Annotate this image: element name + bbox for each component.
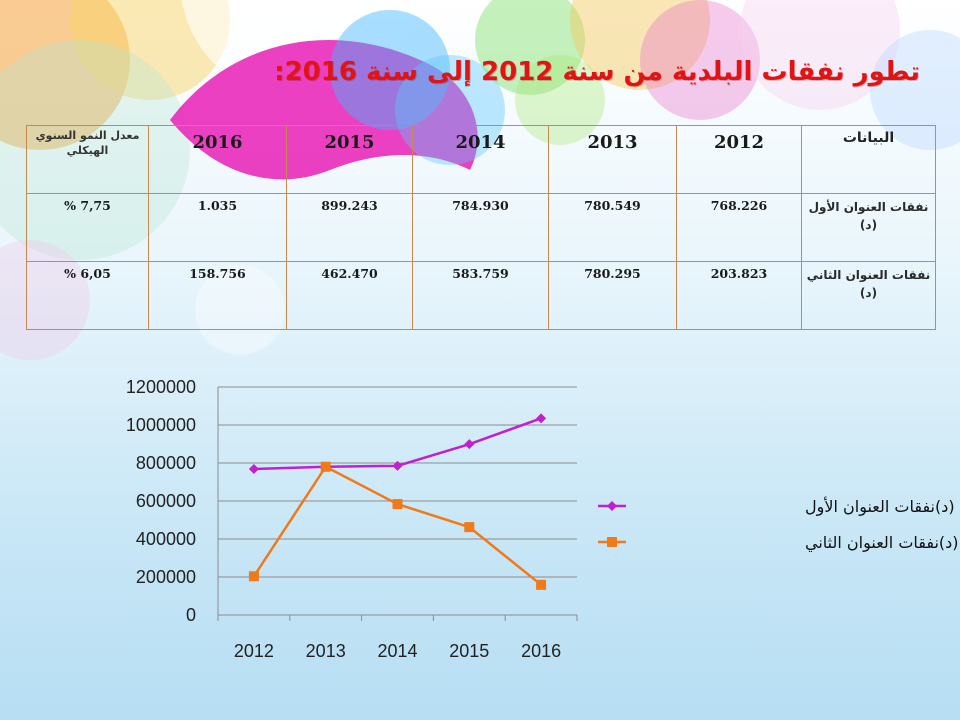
y-axis-labels: 0 200000 400000 600000 800000 1000000 1200000 xyxy=(126,377,196,625)
series-line xyxy=(252,465,542,586)
data-point xyxy=(464,439,475,450)
line-chart: 020000040000060000080000010000001200000 … xyxy=(126,377,959,661)
y-tick-label: 800000 xyxy=(136,453,196,473)
data-point xyxy=(320,461,331,472)
year-header-2014: 2014 xyxy=(412,125,549,194)
legend-marker xyxy=(607,537,617,547)
rate-cell: % 6,05 xyxy=(26,261,149,330)
x-tick-label: 2016 xyxy=(521,641,561,661)
value-cell: 780.549 xyxy=(548,193,677,262)
value-cell: 158.756 xyxy=(148,261,287,330)
year-header-2013: 2013 xyxy=(548,125,677,194)
x-tick-label: 2014 xyxy=(377,641,417,661)
x-tick-label: 2012 xyxy=(234,641,274,661)
value-cell: 583.759 xyxy=(412,261,549,330)
year-header-2012: 2012 xyxy=(676,125,802,194)
y-tick-label: 1000000 xyxy=(126,415,196,435)
table-row: % 7,75 1.035 899.243 784.930 780.549 768… xyxy=(26,193,936,262)
legend-marker xyxy=(607,501,617,511)
table-header-row: معدل النمو السنوي الهيكلي 2016 2015 2014… xyxy=(26,125,936,194)
data-point xyxy=(392,499,403,510)
rate-header: معدل النمو السنوي الهيكلي xyxy=(26,125,149,194)
data-point xyxy=(536,579,547,590)
value-cell: 462.470 xyxy=(286,261,413,330)
data-point xyxy=(536,413,547,424)
y-tick-label: 400000 xyxy=(136,529,196,549)
value-cell: 899.243 xyxy=(286,193,413,262)
x-tick-label: 2015 xyxy=(449,641,489,661)
value-cell: 203.823 xyxy=(676,261,802,330)
y-tick-label: 0 xyxy=(186,605,196,625)
data-point xyxy=(392,460,403,471)
row-label: نفقات العنوان الأول (د) xyxy=(801,193,936,262)
data-header: البيانات xyxy=(801,125,936,194)
year-header-2016: 2016 xyxy=(148,125,287,194)
row-label: نفقات العنوان الثاني (د) xyxy=(801,261,936,330)
value-cell: 780.295 xyxy=(548,261,677,330)
page-title: تطور نفقات البلدية من سنة 2012 إلى سنة 2… xyxy=(274,57,920,87)
value-cell: 784.930 xyxy=(412,193,549,262)
data-point xyxy=(464,522,475,533)
y-tick-label: 1200000 xyxy=(126,377,196,397)
legend-label: (د)نفقات العنوان الثاني xyxy=(805,533,959,553)
chart-axes xyxy=(217,387,578,621)
value-cell: 1.035 xyxy=(148,193,287,262)
chart-legend: (د)نفقات العنوان الأول (د)نفقات العنوان ا… xyxy=(598,496,959,553)
y-tick-label: 200000 xyxy=(136,567,196,587)
y-tick-label: 600000 xyxy=(136,491,196,511)
legend-label: (د)نفقات العنوان الأول xyxy=(805,496,955,517)
table-row: % 6,05 158.756 462.470 583.759 780.295 2… xyxy=(26,261,936,330)
data-point xyxy=(248,571,259,582)
chart-series xyxy=(248,413,547,590)
rate-cell: % 7,75 xyxy=(26,193,149,262)
year-header-2015: 2015 xyxy=(286,125,413,194)
value-cell: 768.226 xyxy=(676,193,802,262)
x-axis-labels: 2012 2013 2014 2015 2016 xyxy=(234,641,561,661)
x-tick-label: 2013 xyxy=(306,641,346,661)
expenses-table: معدل النمو السنوي الهيكلي 2016 2015 2014… xyxy=(26,125,936,330)
data-point xyxy=(248,464,259,475)
